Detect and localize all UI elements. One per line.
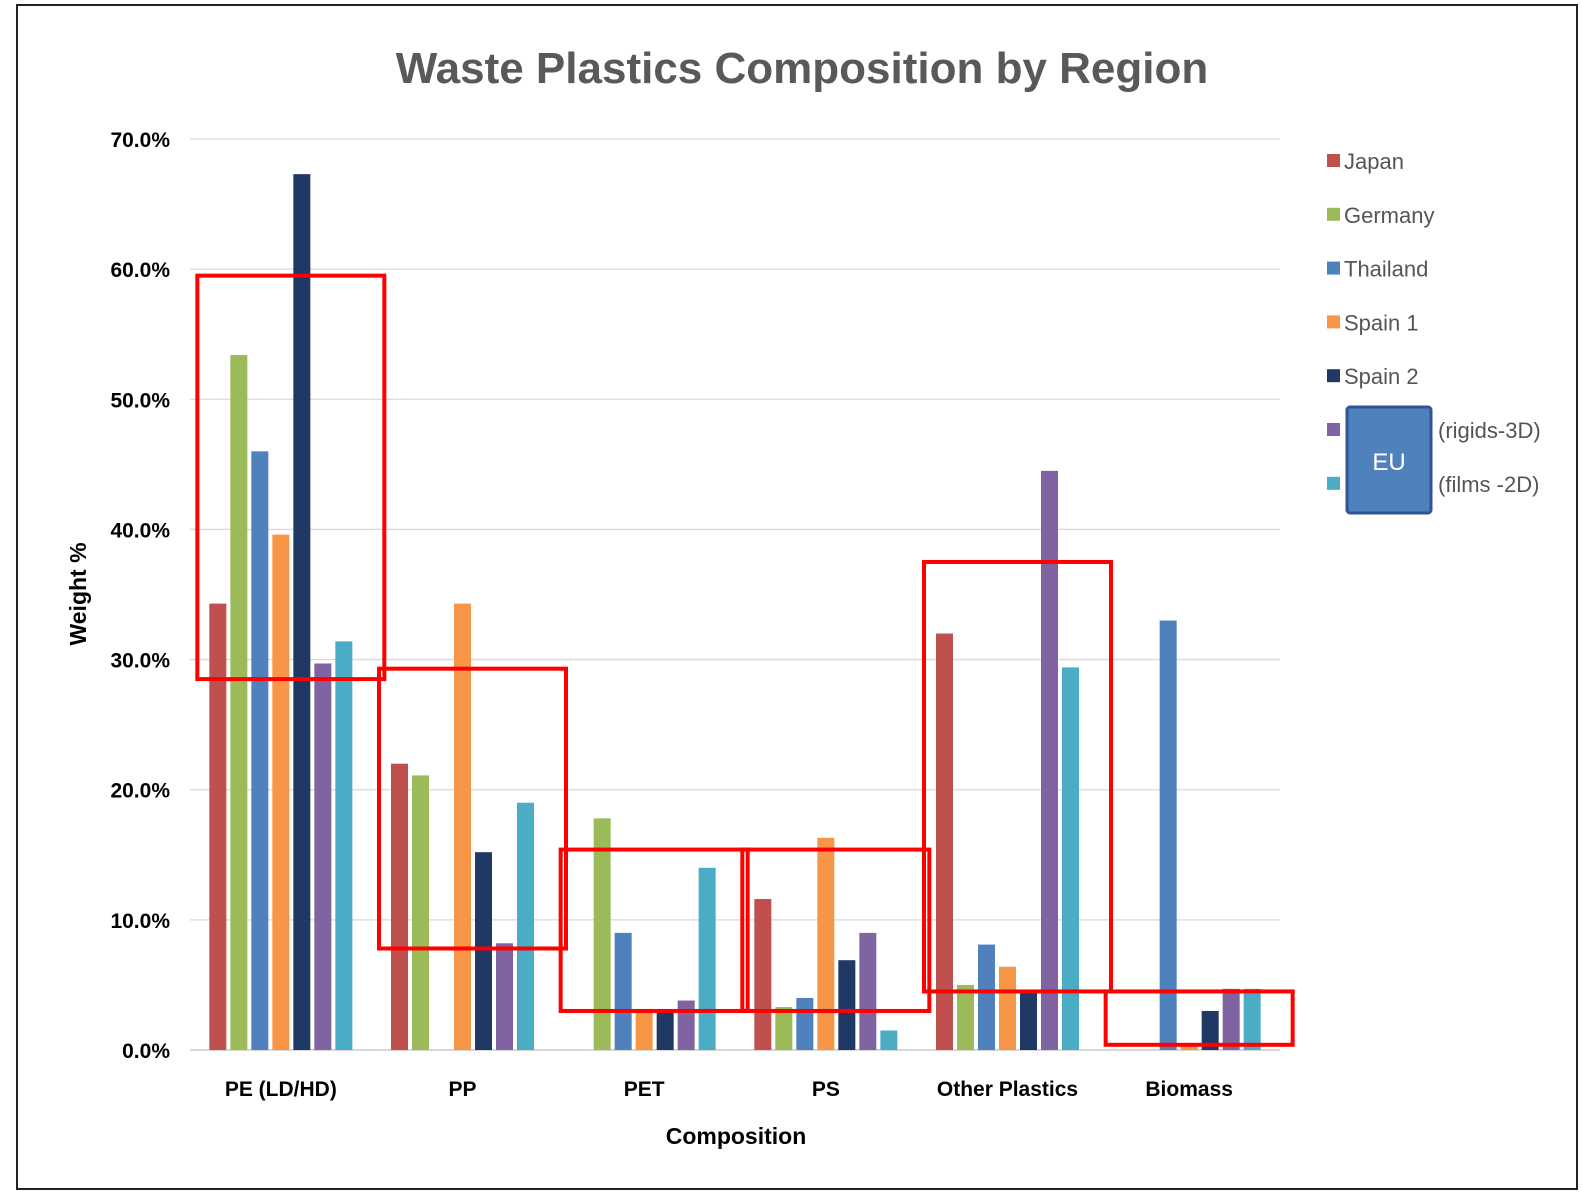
highlight-box xyxy=(922,559,1113,994)
bar xyxy=(293,174,311,1051)
legend-swatch xyxy=(1327,423,1340,436)
bar xyxy=(614,932,632,1050)
highlight-box xyxy=(1103,989,1295,1047)
legend-label: (films -2D) xyxy=(1438,472,1539,497)
bar xyxy=(859,932,877,1050)
x-tick-labels: PE (LD/HD) PP PET PS Other Plastics Biomass xyxy=(225,1078,1233,1101)
legend-label: Thailand xyxy=(1344,257,1428,282)
legend-label: Japan xyxy=(1344,149,1404,174)
bar xyxy=(391,763,408,1050)
bar xyxy=(838,960,856,1050)
bar xyxy=(1243,988,1261,1050)
bar xyxy=(1180,1044,1198,1050)
y-tick-label: 60.0% xyxy=(110,259,170,282)
bar xyxy=(677,1000,695,1050)
x-axis-title: Composition xyxy=(666,1123,807,1149)
bar xyxy=(1222,988,1240,1050)
chart-title: Waste Plastics Composition by Region xyxy=(396,44,1209,93)
x-tick-label: PET xyxy=(624,1078,665,1101)
bar xyxy=(251,451,269,1050)
legend-label: Spain 2 xyxy=(1344,364,1419,389)
eu-legend-box xyxy=(1345,405,1433,515)
gridlines xyxy=(190,138,1280,1051)
bar xyxy=(1159,620,1177,1050)
bar xyxy=(656,1010,674,1050)
x-tick-label: PE (LD/HD) xyxy=(225,1078,337,1101)
legend-label: Germany xyxy=(1344,203,1434,228)
highlight-boxes xyxy=(195,273,1295,1047)
y-tick-label: 10.0% xyxy=(110,910,170,933)
y-tick-label: 70.0% xyxy=(110,129,170,152)
x-tick-label: PP xyxy=(448,1078,476,1101)
x-tick-label: PS xyxy=(812,1078,840,1101)
legend-swatch xyxy=(1327,261,1340,275)
legend: Japan Germany Thailand Spain 1 Spain 2 (rigid… xyxy=(1327,149,1541,515)
highlight-box xyxy=(558,847,750,1013)
legend-swatch xyxy=(1327,476,1340,490)
y-tick-label: 30.0% xyxy=(110,650,170,673)
bar xyxy=(978,944,995,1050)
bar xyxy=(754,899,772,1050)
bars xyxy=(209,174,1261,1051)
bar xyxy=(957,984,974,1050)
bar xyxy=(635,1010,653,1050)
bar xyxy=(335,641,353,1050)
bar xyxy=(775,1007,793,1050)
y-tick-labels: 0.0% 10.0% 20.0% 30.0% 40.0% 50.0% 60.0% 70.0% xyxy=(110,129,170,1063)
bar xyxy=(817,837,835,1050)
y-tick-label: 50.0% xyxy=(110,389,170,412)
bar xyxy=(230,355,248,1051)
y-tick-label: 0.0% xyxy=(122,1040,170,1063)
highlight-box xyxy=(195,273,387,682)
bar xyxy=(517,802,534,1050)
bar xyxy=(496,943,513,1050)
bar xyxy=(1041,470,1058,1051)
x-tick-label: Biomass xyxy=(1145,1078,1233,1101)
legend-label: (rigids-3D) xyxy=(1438,418,1541,443)
highlight-box xyxy=(740,847,932,1013)
legend-label: Spain 1 xyxy=(1344,310,1419,335)
bar xyxy=(475,852,492,1050)
x-tick-label: Other Plastics xyxy=(937,1078,1078,1101)
bar xyxy=(1062,667,1079,1050)
bar xyxy=(454,603,471,1050)
legend-swatch xyxy=(1327,207,1340,221)
y-axis-title: Weight % xyxy=(65,542,91,645)
bar xyxy=(272,534,290,1050)
y-tick-label: 20.0% xyxy=(110,780,170,803)
bar xyxy=(698,867,716,1050)
bar xyxy=(593,818,611,1050)
legend-swatch xyxy=(1327,369,1340,383)
bar xyxy=(1020,991,1037,1050)
y-tick-label: 40.0% xyxy=(110,519,170,542)
bar xyxy=(936,633,953,1050)
legend-swatch xyxy=(1327,154,1340,167)
eu-legend-label: EU xyxy=(1372,449,1405,476)
bar xyxy=(880,1030,898,1050)
highlight-box xyxy=(377,666,568,951)
bar xyxy=(314,663,332,1050)
bar xyxy=(412,775,429,1050)
legend-swatch xyxy=(1327,315,1340,329)
bar xyxy=(209,603,227,1050)
bar xyxy=(796,997,814,1050)
bar xyxy=(999,966,1016,1050)
bar xyxy=(1201,1010,1219,1050)
